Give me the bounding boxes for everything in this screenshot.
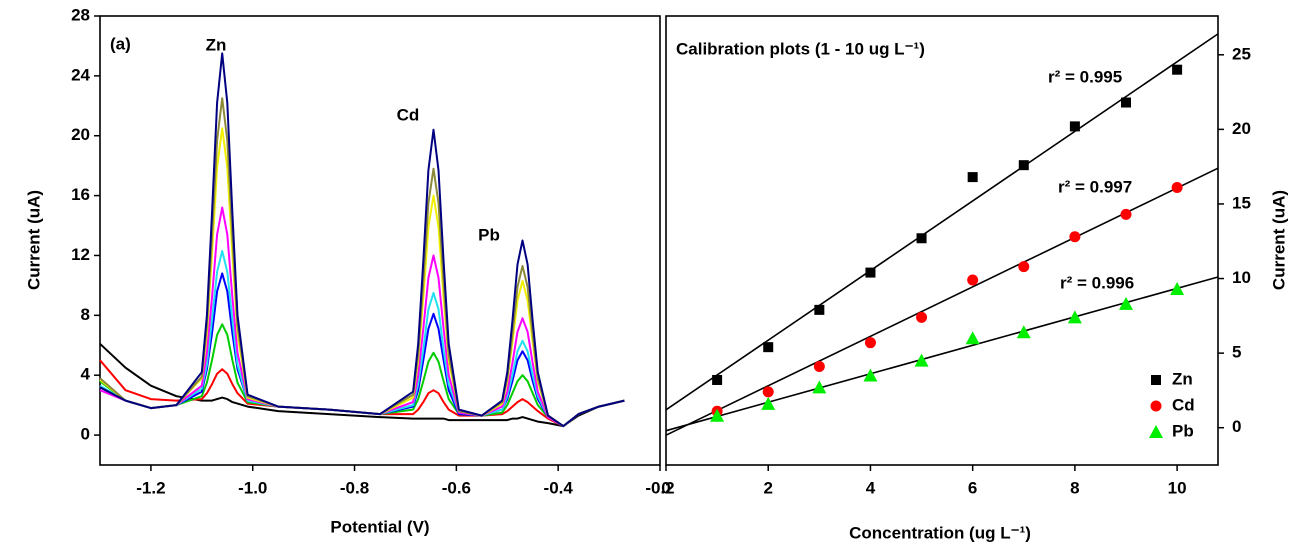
legend-label: Zn [1172, 369, 1193, 388]
point [1069, 231, 1081, 243]
point [1018, 160, 1029, 171]
point [1016, 325, 1031, 339]
x-tick-label: 10 [1168, 478, 1187, 497]
point [762, 386, 774, 398]
point [863, 368, 878, 382]
point [710, 408, 725, 422]
x-tick-label: 8 [1070, 478, 1079, 497]
peak-label: Pb [478, 225, 500, 244]
point [1120, 208, 1132, 220]
point [864, 337, 876, 349]
peak-label: Cd [397, 105, 420, 124]
panel-label: (a) [110, 34, 131, 53]
point [965, 331, 980, 345]
x-tick-label: 2 [763, 478, 772, 497]
y-tick-label: 0 [1232, 417, 1241, 436]
y-tick-label: 16 [71, 185, 90, 204]
voltammogram-line [99, 206, 625, 428]
y-tick-label: 10 [1232, 268, 1251, 287]
x-tick-label: 0 [661, 478, 670, 497]
legend-label: Pb [1172, 421, 1194, 440]
fit-label: r² = 0.997 [1058, 177, 1132, 196]
y-tick-label: 20 [1232, 119, 1251, 138]
point [1170, 281, 1185, 295]
fit-label: r² = 0.995 [1048, 67, 1122, 86]
y-tick-label: 8 [81, 305, 90, 324]
point [712, 374, 723, 385]
voltammogram-line [99, 359, 625, 428]
x-tick-label: 6 [968, 478, 977, 497]
point [812, 380, 827, 394]
frame-a [99, 15, 661, 466]
x-axis-title: Concentration (ug L⁻¹) [849, 523, 1031, 542]
y-axis-title: Current (uA) [24, 190, 43, 290]
x-tick-label: -0.4 [544, 478, 574, 497]
y-tick-label: 15 [1232, 193, 1251, 212]
y-tick-label: 28 [71, 5, 90, 24]
point [1121, 97, 1131, 108]
point [1171, 182, 1183, 194]
x-tick-label: -1.2 [136, 478, 165, 497]
voltammogram-line [99, 343, 625, 428]
point [916, 311, 928, 323]
legend-label: Cd [1172, 395, 1195, 414]
voltammogram-line [99, 97, 625, 428]
point [1069, 121, 1080, 132]
y-tick-label: 4 [81, 365, 91, 384]
x-tick-label: -0.6 [442, 478, 471, 497]
y-tick-label: 5 [1232, 343, 1241, 362]
x-tick-label: -0.2 [645, 478, 674, 497]
peak-label: Zn [206, 35, 227, 54]
y-tick-label: 24 [71, 65, 90, 84]
x-tick-label: -1.0 [238, 478, 267, 497]
point [813, 361, 825, 373]
voltammogram-line [99, 272, 625, 428]
fit-line [665, 167, 1219, 436]
y-axis-title: Current (uA) [1269, 190, 1288, 290]
point [1172, 64, 1183, 75]
fit-label: r² = 0.996 [1060, 273, 1134, 292]
x-axis-title: Potential (V) [330, 517, 429, 536]
legend-marker [1149, 425, 1163, 438]
point [763, 342, 774, 353]
voltammogram-line [99, 250, 625, 428]
chart-title: Calibration plots (1 - 10 ug L⁻¹) [676, 39, 925, 58]
frame-b [665, 15, 1219, 466]
point [814, 304, 825, 315]
point [967, 274, 979, 286]
voltammogram-line [99, 52, 625, 428]
point [914, 353, 929, 367]
point [916, 233, 927, 244]
point [967, 172, 978, 183]
x-tick-label: -0.8 [340, 478, 369, 497]
y-tick-label: 20 [71, 125, 90, 144]
y-tick-label: 0 [81, 425, 90, 444]
voltammogram-line [99, 323, 625, 428]
x-tick-label: 4 [866, 478, 876, 497]
y-tick-label: 25 [1232, 44, 1251, 63]
point [761, 396, 776, 410]
legend-marker [1151, 375, 1161, 385]
point [1018, 261, 1030, 273]
fit-line [665, 33, 1219, 411]
point [1067, 310, 1082, 324]
point [1119, 296, 1133, 310]
legend-marker [1150, 400, 1162, 412]
voltammogram-line [99, 127, 625, 428]
y-tick-label: 12 [71, 245, 90, 264]
point [865, 267, 876, 278]
